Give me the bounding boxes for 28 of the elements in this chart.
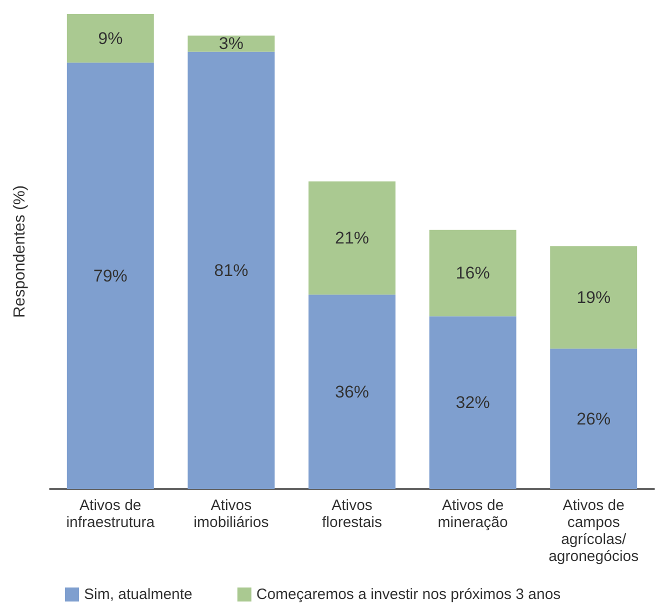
- data-label: 81%: [214, 260, 248, 280]
- legend-label: Sim, atualmente: [84, 586, 192, 603]
- legend-label: Começaremos a investir nos próximos 3 anos: [256, 586, 561, 603]
- data-label: 16%: [456, 264, 490, 283]
- y-axis-title: Respondentes (%): [12, 185, 28, 318]
- bar: [429, 316, 516, 489]
- x-tick-label: Ativos imobiliários: [194, 497, 269, 531]
- data-label: 26%: [576, 409, 611, 428]
- bar: [550, 348, 638, 489]
- data-label: 19%: [576, 288, 611, 307]
- bar: [550, 246, 638, 349]
- data-label: 36%: [334, 382, 370, 402]
- bar: [188, 36, 275, 52]
- bar: [308, 294, 396, 489]
- bar: [308, 181, 396, 295]
- bar: [429, 230, 516, 316]
- x-tick-label: Ativos de infraestrutura: [66, 497, 156, 531]
- x-tick-label: Ativos de mineração: [438, 497, 508, 531]
- data-label: 21%: [334, 228, 370, 248]
- data-label: 32%: [456, 393, 490, 412]
- bar: [188, 52, 275, 489]
- x-tick-label: Ativos de campos agrícolas/ agronegócios: [548, 497, 639, 565]
- x-tick-label: Ativos florestais: [322, 497, 382, 531]
- data-label: 3%: [218, 34, 244, 54]
- bar: [66, 14, 154, 63]
- data-label: 79%: [93, 266, 128, 286]
- data-label: 9%: [98, 28, 123, 48]
- bar: [66, 62, 154, 489]
